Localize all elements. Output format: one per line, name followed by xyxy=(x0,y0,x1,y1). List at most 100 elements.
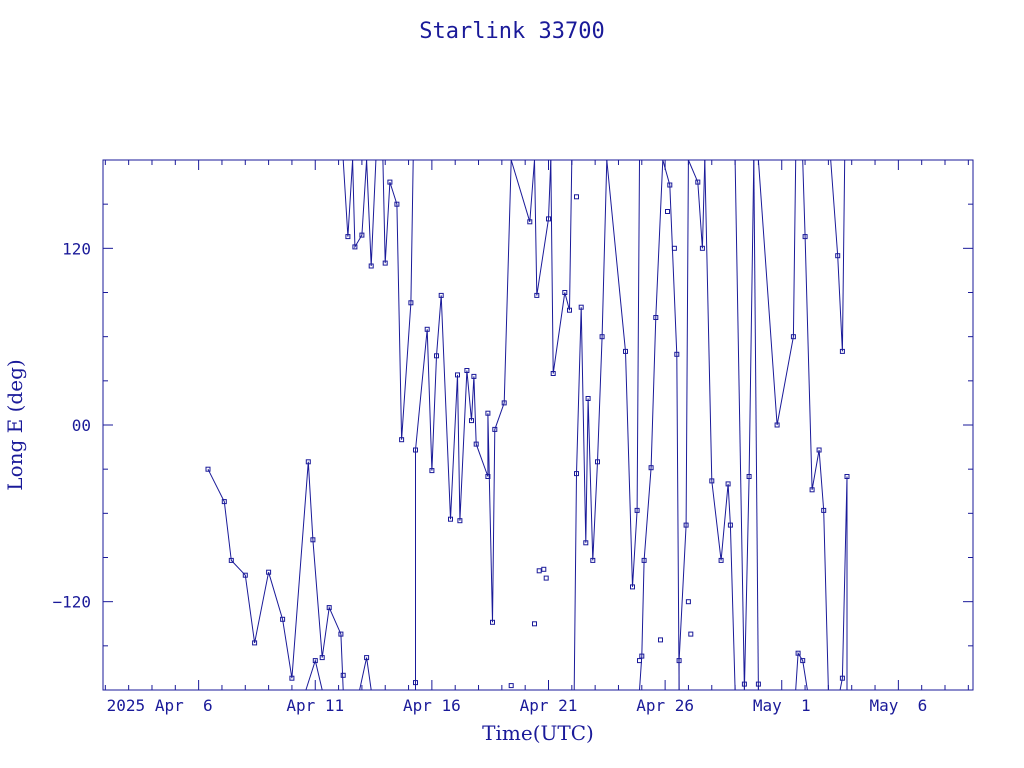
data-point xyxy=(469,418,474,424)
data-point xyxy=(382,260,388,266)
data-point xyxy=(674,351,680,357)
data-point xyxy=(546,216,551,222)
data-point xyxy=(641,557,647,563)
data-point xyxy=(266,569,272,575)
series-line-9 xyxy=(573,159,608,691)
series-line-17 xyxy=(743,159,755,691)
x-tick-label: May 6 xyxy=(869,696,927,715)
data-point xyxy=(699,245,705,251)
data-point xyxy=(455,372,460,378)
data-point xyxy=(464,368,470,373)
data-point xyxy=(562,290,568,295)
data-point xyxy=(310,537,316,543)
data-point xyxy=(536,568,542,574)
data-point xyxy=(252,640,258,646)
data-point xyxy=(844,474,850,479)
data-point xyxy=(413,680,418,686)
data-point xyxy=(821,507,827,513)
data-point xyxy=(685,599,691,605)
data-point xyxy=(394,201,400,207)
data-point xyxy=(630,584,635,590)
data-point xyxy=(438,292,444,298)
data-point xyxy=(326,605,332,611)
data-point xyxy=(595,459,600,465)
data-point xyxy=(221,499,227,505)
plot-area xyxy=(205,159,850,691)
data-point xyxy=(368,263,374,269)
data-point xyxy=(800,658,806,664)
data-point xyxy=(590,557,596,563)
x-tick-label: May 1 xyxy=(753,696,811,715)
series-line-24 xyxy=(305,658,323,691)
data-point xyxy=(345,234,351,240)
series-line-2 xyxy=(352,159,368,249)
series-line-22 xyxy=(830,159,846,352)
series-line-20 xyxy=(795,651,808,691)
data-point xyxy=(695,179,701,185)
data-point xyxy=(574,194,579,200)
data-point xyxy=(541,566,547,572)
data-point xyxy=(665,209,670,214)
data-point xyxy=(667,182,673,188)
series-line-25 xyxy=(359,657,372,691)
y-tick-label: −120 xyxy=(52,593,91,612)
x-axis-label: Time(UTC) xyxy=(482,721,594,745)
data-point xyxy=(835,253,841,259)
data-point xyxy=(289,675,295,681)
data-point xyxy=(457,518,463,524)
series-line-5 xyxy=(415,159,512,690)
data-point xyxy=(634,507,640,513)
data-point xyxy=(802,234,808,240)
data-point xyxy=(718,557,724,563)
data-point xyxy=(795,650,801,656)
data-point xyxy=(490,619,495,625)
data-point xyxy=(585,396,591,401)
axis-ticks: 2025 Apr 6 Apr 11 Apr 16 Apr 21 Apr 26 May 1 M… xyxy=(52,160,973,715)
x-tick-label: Apr 16 xyxy=(403,696,461,715)
data-point xyxy=(532,621,537,627)
data-point xyxy=(242,572,248,578)
data-point xyxy=(205,466,211,472)
data-point xyxy=(399,437,405,443)
series-line-4 xyxy=(382,159,414,440)
data-point xyxy=(429,468,435,474)
series-line-16 xyxy=(734,159,745,691)
data-point xyxy=(839,348,845,354)
plot-frame xyxy=(102,159,974,691)
data-point xyxy=(485,474,491,479)
data-point xyxy=(727,522,733,528)
data-point xyxy=(567,307,572,313)
data-point xyxy=(816,447,822,453)
series-line-14 xyxy=(687,159,706,249)
data-point xyxy=(352,244,358,250)
data-point xyxy=(725,481,731,487)
chart-title: Starlink 33700 xyxy=(419,19,604,44)
series-line-12 xyxy=(662,159,680,691)
y-tick-label: 120 xyxy=(62,239,91,258)
data-point xyxy=(790,334,796,340)
series-line-8 xyxy=(550,159,573,374)
x-tick-label: Apr 21 xyxy=(520,696,578,715)
data-point xyxy=(599,334,605,340)
data-point xyxy=(448,516,453,522)
data-point xyxy=(653,315,659,320)
data-point xyxy=(527,219,533,225)
data-point xyxy=(658,637,663,643)
data-point xyxy=(434,353,439,359)
y-axis-label: Long E (deg) xyxy=(3,359,27,490)
data-point xyxy=(637,658,642,664)
data-point xyxy=(676,658,682,664)
data-point xyxy=(688,631,694,637)
data-point xyxy=(583,540,589,546)
series-line-21 xyxy=(802,159,829,691)
data-point xyxy=(359,232,365,238)
data-point xyxy=(473,441,479,447)
data-point xyxy=(746,474,752,479)
data-point xyxy=(312,658,318,664)
series-line-6 xyxy=(510,159,535,222)
data-point xyxy=(228,557,234,563)
data-point xyxy=(424,326,430,332)
data-point xyxy=(280,616,286,622)
data-point xyxy=(338,631,344,637)
series-line-1 xyxy=(342,159,354,237)
